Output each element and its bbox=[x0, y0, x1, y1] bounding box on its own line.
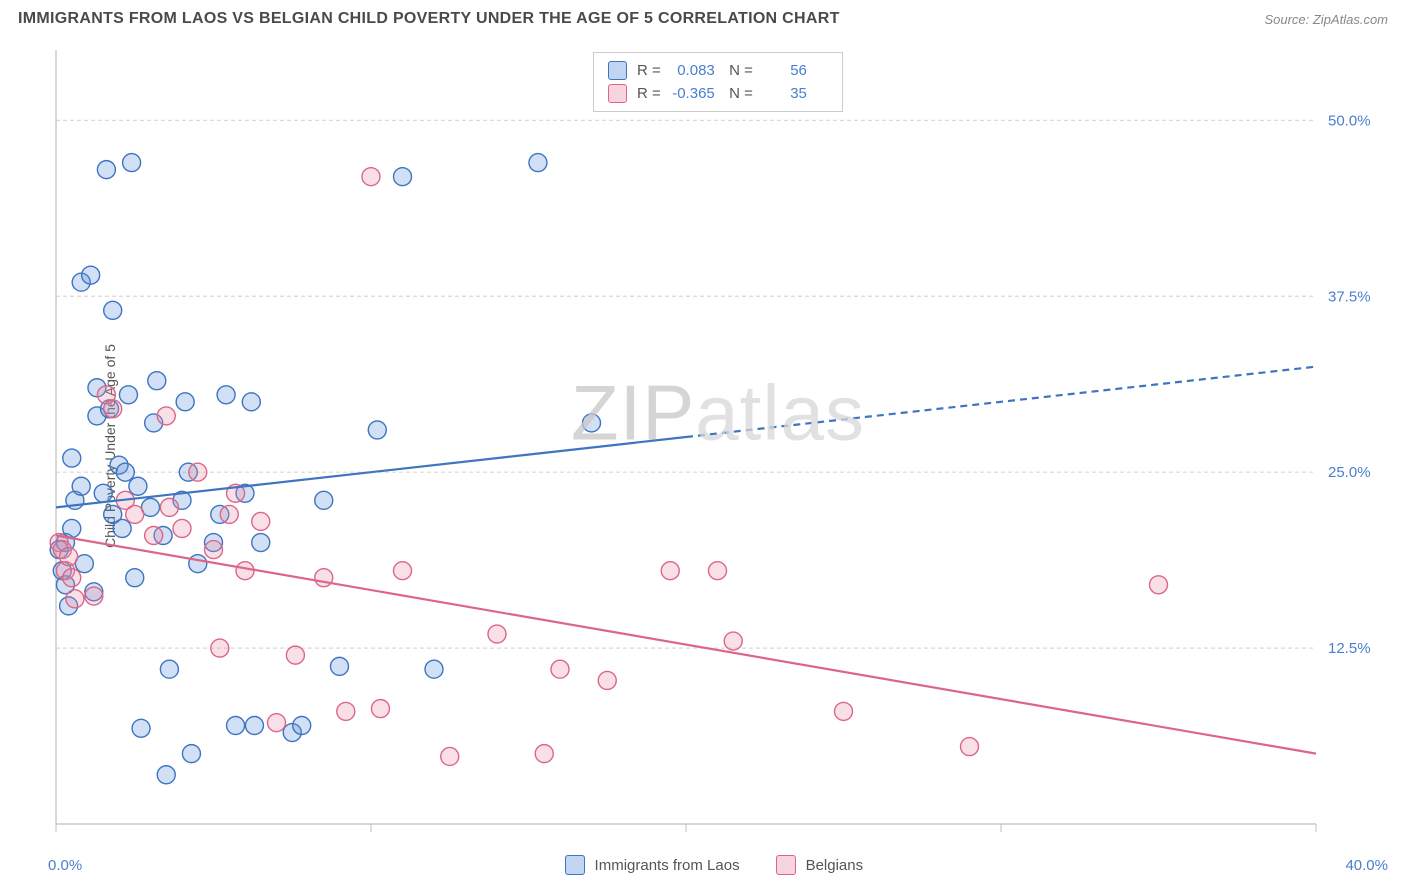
legend-row-belgians: R = -0.365 N = 35 bbox=[608, 82, 828, 105]
source-attribution: Source: ZipAtlas.com bbox=[1264, 12, 1388, 27]
legend-label-belgians: Belgians bbox=[806, 857, 864, 874]
chart-area: ZIPatlas R = 0.083 N = 56 R = -0.365 N =… bbox=[48, 48, 1388, 842]
legend-swatch-belgians bbox=[608, 84, 627, 103]
legend-row-laos: R = 0.083 N = 56 bbox=[608, 59, 828, 82]
x-axis-max-label: 40.0% bbox=[1345, 857, 1388, 874]
legend-item-laos: Immigrants from Laos bbox=[565, 855, 740, 875]
svg-text:12.5%: 12.5% bbox=[1328, 640, 1371, 657]
legend-item-belgians: Belgians bbox=[776, 855, 864, 875]
svg-text:50.0%: 50.0% bbox=[1328, 112, 1371, 129]
legend-label-laos: Immigrants from Laos bbox=[595, 857, 740, 874]
correlation-legend: R = 0.083 N = 56 R = -0.365 N = 35 bbox=[593, 52, 843, 112]
scatter-chart: 12.5% 25.0% 37.5% 50.0% bbox=[48, 48, 1388, 842]
legend-swatch-belgians bbox=[776, 855, 796, 875]
series-legend: Immigrants from Laos Belgians bbox=[565, 855, 864, 875]
legend-swatch-laos bbox=[608, 61, 627, 80]
svg-text:37.5%: 37.5% bbox=[1328, 288, 1371, 305]
legend-swatch-laos bbox=[565, 855, 585, 875]
x-axis-min-label: 0.0% bbox=[48, 857, 82, 874]
chart-title: IMMIGRANTS FROM LAOS VS BELGIAN CHILD PO… bbox=[18, 10, 840, 28]
svg-text:25.0%: 25.0% bbox=[1328, 464, 1371, 481]
